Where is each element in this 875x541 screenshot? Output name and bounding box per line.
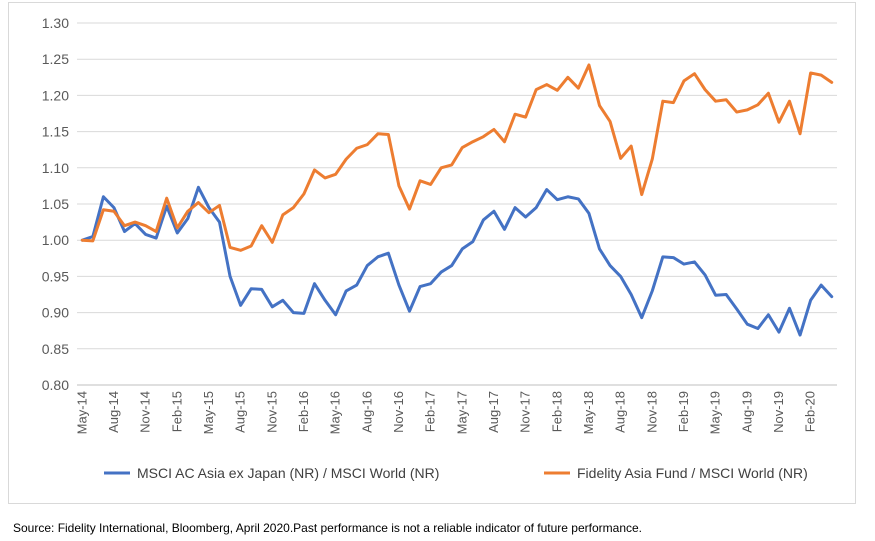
x-tick-label: Nov-19 (771, 391, 786, 433)
x-tick-label: Aug-17 (486, 391, 501, 433)
y-tick-label: 1.15 (42, 124, 69, 140)
y-tick-label: 1.20 (42, 87, 69, 103)
legend: MSCI AC Asia ex Japan (NR) / MSCI World … (104, 465, 808, 481)
x-tick-label: Feb-18 (549, 391, 564, 432)
chart-frame: 0.80 0.85 0.90 0.95 1.00 1.05 1.10 1.15 1.20 1.25… (8, 2, 856, 504)
x-tick-label: Feb-15 (169, 391, 184, 432)
x-tick-label: May-19 (708, 391, 723, 434)
x-tick-label: May-14 (74, 391, 89, 434)
y-tick-label: 1.00 (42, 232, 69, 248)
source-note: Source: Fidelity International, Bloomber… (13, 521, 642, 535)
x-tick-label: Aug-15 (233, 391, 248, 433)
x-tick-label: May-15 (201, 391, 216, 434)
series-line-msci-asia (80, 185, 834, 337)
x-tick-label: Nov-16 (391, 391, 406, 433)
x-tick-label: Feb-16 (296, 391, 311, 432)
x-axis-ticks: May-14 Aug-14 Nov-14 Feb-15 May-15 Aug-15 Nov-… (74, 391, 817, 434)
x-tick-label: Nov-15 (264, 391, 279, 433)
x-tick-label: May-18 (581, 391, 596, 434)
x-tick-label: Nov-18 (644, 391, 659, 433)
x-tick-label: Feb-17 (423, 391, 438, 432)
x-tick-label: Nov-17 (518, 391, 533, 433)
x-tick-label: May-16 (328, 391, 343, 434)
x-tick-label: Aug-18 (613, 391, 628, 433)
y-tick-label: 0.95 (42, 268, 69, 284)
x-tick-label: Feb-19 (676, 391, 691, 432)
legend-label: Fidelity Asia Fund / MSCI World (NR) (577, 465, 808, 481)
x-tick-label: Nov-14 (138, 391, 153, 433)
line-chart: 0.80 0.85 0.90 0.95 1.00 1.05 1.10 1.15 1.20 1.25… (42, 15, 837, 481)
x-tick-label: Aug-16 (359, 391, 374, 433)
y-axis-ticks: 0.80 0.85 0.90 0.95 1.00 1.05 1.10 1.15 1.20 1.25… (42, 15, 69, 393)
x-tick-label: Aug-14 (106, 391, 121, 433)
series-line-fidelity-asia (80, 63, 834, 252)
y-tick-label: 1.05 (42, 196, 69, 212)
y-tick-label: 1.25 (42, 51, 69, 67)
y-tick-label: 0.90 (42, 305, 69, 321)
x-tick-label: Feb-20 (803, 391, 818, 432)
y-tick-label: 0.80 (42, 377, 69, 393)
legend-label: MSCI AC Asia ex Japan (NR) / MSCI World … (137, 465, 439, 481)
y-tick-label: 0.85 (42, 341, 69, 357)
x-tick-label: May-17 (454, 391, 469, 434)
x-tick-label: Aug-19 (739, 391, 754, 433)
series-lines (80, 63, 834, 337)
y-tick-label: 1.10 (42, 160, 69, 176)
y-tick-label: 1.30 (42, 15, 69, 31)
gridlines (77, 22, 837, 386)
